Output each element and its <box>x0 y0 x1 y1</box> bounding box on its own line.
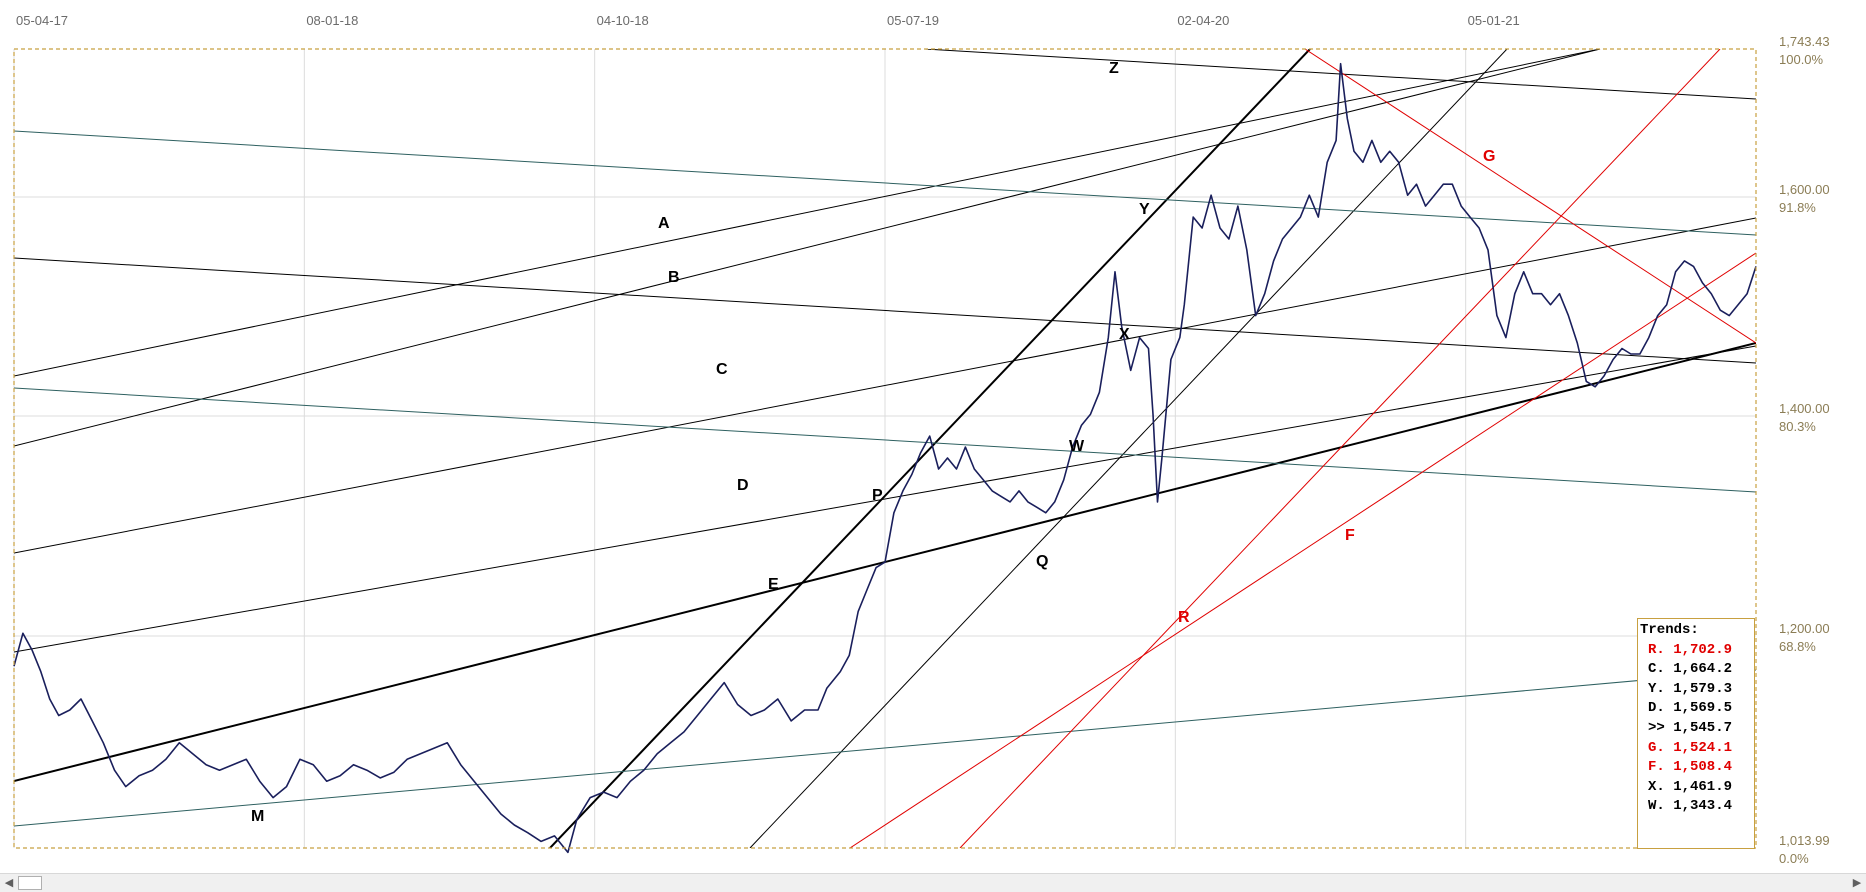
x-tick-label: 05-01-21 <box>1468 13 1520 28</box>
annotation-label-e: E <box>768 576 779 593</box>
annotation-label-f: F <box>1345 527 1355 544</box>
x-tick-label: 05-07-19 <box>887 13 939 28</box>
plot-frame <box>13 48 1757 849</box>
x-tick-label: 02-04-20 <box>1177 13 1229 28</box>
trendline-f <box>849 252 1756 848</box>
annotation-label-z: Z <box>1109 60 1119 77</box>
y-tick-percent: 91.8% <box>1779 200 1816 215</box>
annotation-label-d: D <box>737 477 749 494</box>
trendline-desc-3 <box>14 387 1756 493</box>
x-tick-label: 04-10-18 <box>597 13 649 28</box>
trendline-g <box>1304 49 1756 344</box>
annotation-label-r: R <box>1178 609 1190 626</box>
annotation-label-g: G <box>1483 148 1495 165</box>
y-tick-percent: 80.3% <box>1779 419 1816 434</box>
trendline-d <box>14 345 1756 653</box>
x-tick-label: 05-04-17 <box>16 13 68 28</box>
trendline-c <box>14 217 1756 554</box>
x-tick-label: 08-01-18 <box>306 13 358 28</box>
trend-row: >> 1,545.7 <box>1648 719 1733 736</box>
trends-legend: Trends: R. 1,702.9 C. 1,664.2 Y. 1,579.3 D.… <box>1637 618 1755 849</box>
y-tick-price: 1,200.00 <box>1779 621 1830 636</box>
trendline-b <box>14 49 1601 447</box>
trendline-desc-1 <box>14 130 1756 236</box>
trend-row: W. 1,343.4 <box>1648 798 1733 815</box>
annotation-label-c: C <box>716 361 728 378</box>
y-tick-percent: 68.8% <box>1779 639 1816 654</box>
scrollbar-thumb[interactable] <box>18 876 42 890</box>
trendline-r <box>959 49 1721 848</box>
trend-row: R. 1,702.9 <box>1648 641 1733 658</box>
trendline-steep-thin <box>749 49 1508 848</box>
y-tick-price: 1,743.43 <box>1779 34 1830 49</box>
trend-row: F. 1,508.4 <box>1648 759 1733 776</box>
trend-row: D. 1,569.5 <box>1648 700 1733 717</box>
trend-row: X. 1,461.9 <box>1648 778 1733 795</box>
chevron-left-icon[interactable]: ◀ <box>4 876 14 889</box>
y-tick-price: 1,013.99 <box>1779 833 1830 848</box>
chart: 05-04-17 08-01-18 04-10-18 05-07-19 02-04-20… <box>13 13 1830 866</box>
annotation-label-y: Y <box>1139 201 1150 218</box>
trendline-a <box>14 49 1601 377</box>
trends-title: Trends: <box>1640 622 1699 638</box>
price-series-line <box>13 62 1757 854</box>
trendline-m <box>14 669 1756 827</box>
y-tick-percent: 100.0% <box>1779 52 1824 67</box>
annotation-label-w: W <box>1069 438 1085 455</box>
horizontal-scrollbar[interactable]: ◀ ▶ <box>0 873 1866 892</box>
y-tick-price: 1,600.00 <box>1779 182 1830 197</box>
trend-row: G. 1,524.1 <box>1648 739 1733 756</box>
annotation-label-a: A <box>658 215 670 232</box>
y-tick-price: 1,400.00 <box>1779 401 1830 416</box>
trendline-steep <box>549 49 1311 848</box>
annotation-label-q: Q <box>1036 553 1048 570</box>
y-tick-percent: 0.0% <box>1779 851 1809 866</box>
trendline-desc-2 <box>14 257 1756 364</box>
trend-row: C. 1,664.2 <box>1648 661 1733 678</box>
annotation-label-p: P <box>872 487 883 504</box>
annotation-label-m: M <box>251 808 264 825</box>
chevron-right-icon[interactable]: ▶ <box>1852 876 1862 889</box>
annotation-label-x: X <box>1119 326 1130 343</box>
annotation-label-b: B <box>668 269 680 286</box>
trend-row: Y. 1,579.3 <box>1648 680 1733 697</box>
